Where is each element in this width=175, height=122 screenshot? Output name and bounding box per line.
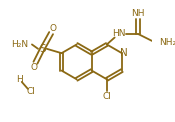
Text: NH₂: NH₂ (159, 38, 175, 47)
Text: O: O (49, 24, 56, 33)
Text: N: N (120, 48, 128, 58)
Text: HN: HN (112, 30, 126, 39)
Text: S: S (39, 44, 46, 54)
Text: H₂N: H₂N (11, 40, 28, 49)
Text: O: O (30, 63, 37, 72)
Text: H: H (16, 75, 23, 84)
Text: Cl: Cl (26, 87, 35, 96)
Text: NH: NH (131, 9, 145, 18)
Text: Cl: Cl (102, 92, 111, 101)
